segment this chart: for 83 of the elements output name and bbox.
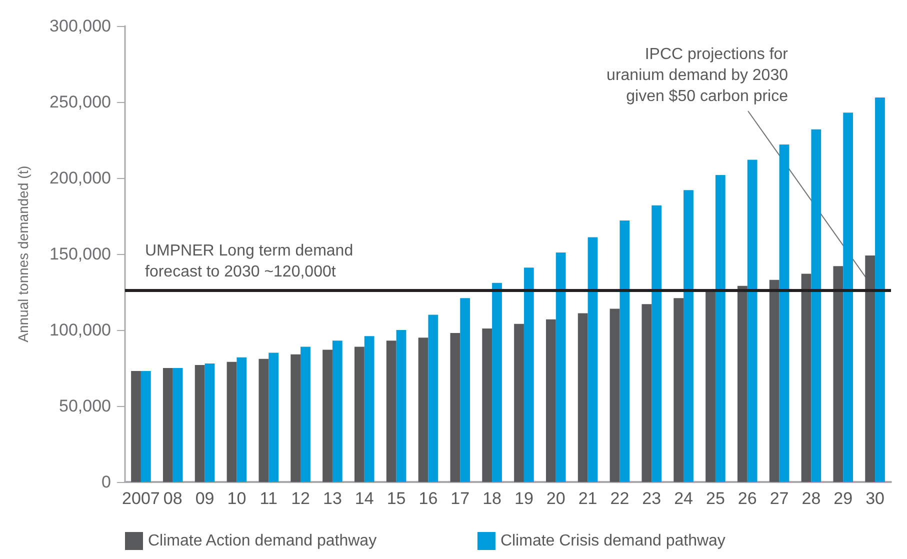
bar [779,144,790,482]
x-tick-label: 28 [802,489,821,508]
bar [172,368,183,482]
bar [684,190,694,482]
x-tick-label: 27 [770,489,789,508]
x-tick-label: 15 [386,489,406,508]
bar [300,346,310,482]
bar [386,340,396,482]
bar [418,338,428,482]
bar [332,340,342,482]
bar [140,371,151,482]
y-tick-label: 250,000 [50,92,111,112]
bar [290,354,301,482]
bar [610,308,620,482]
x-tick-label: 10 [227,489,246,508]
bar [747,160,758,482]
y-tick-label: 200,000 [50,168,111,188]
x-tick-label: 14 [354,489,374,508]
bar [354,346,364,482]
x-tick-label: 30 [866,489,885,508]
bar [620,220,630,482]
bar [482,328,492,482]
ref-line-label: UMPNER Long term demand forecast to 2030 ~120,000t [145,242,354,280]
x-tick-label: 16 [418,489,438,508]
bar [322,350,332,482]
y-tick-label: 50,000 [59,396,111,416]
bar [524,268,534,482]
bar [588,237,598,482]
bar [364,336,374,482]
bar [642,304,652,482]
x-tick-label: 11 [260,489,278,508]
bar [194,364,205,482]
x-tick-label: 25 [706,489,725,508]
x-tick-label: 29 [834,489,853,508]
bar [514,324,524,482]
bar [578,313,588,482]
bar [162,368,173,482]
bar [811,129,822,482]
x-tick-label: 26 [738,489,757,508]
bar [450,333,460,482]
y-tick-label: 300,000 [50,16,111,36]
x-tick-label: 17 [450,489,470,508]
bar [652,205,662,482]
bar [674,298,684,482]
bar [843,112,854,482]
x-tick-label: 24 [674,489,694,508]
x-tick-label: 23 [642,489,662,508]
x-tick-label: 22 [610,489,630,508]
bar [460,298,470,482]
x-tick-label: 18 [482,489,502,508]
bar [715,174,726,482]
x-tick-label: 13 [322,489,342,508]
y-tick-label: 0 [102,472,111,492]
bar [204,363,215,482]
bar [428,314,438,482]
bar [258,358,269,482]
bar [226,362,237,482]
bar [236,357,247,482]
bar [131,371,141,482]
x-tick-label: 12 [291,489,310,508]
bar [396,330,406,482]
y-tick-label: 150,000 [50,244,111,264]
y-axis-title: Annual tonnes demanded (t) [15,166,31,342]
x-tick-label: 20 [546,489,566,508]
bar [865,256,876,482]
y-tick-label: 100,000 [50,320,111,340]
x-tick-label: 09 [195,489,214,508]
bar [875,97,885,482]
bar [833,266,844,482]
legend-label: Climate Crisis demand pathway [500,532,726,550]
x-tick-label: 08 [163,489,182,508]
bar [556,252,566,482]
bar [492,282,502,482]
bar [268,352,279,482]
bar [769,280,780,482]
x-tick-label: 2007 [122,489,160,508]
bar [737,286,748,482]
bar [546,319,556,482]
x-tick-label: 21 [578,489,598,508]
annotation: IPCC projections for uranium demand by 2030 given $50 carbon price [606,46,789,105]
bar [801,274,812,482]
x-tick-label: 19 [514,489,534,508]
legend-label: Climate Action demand pathway [148,532,377,550]
